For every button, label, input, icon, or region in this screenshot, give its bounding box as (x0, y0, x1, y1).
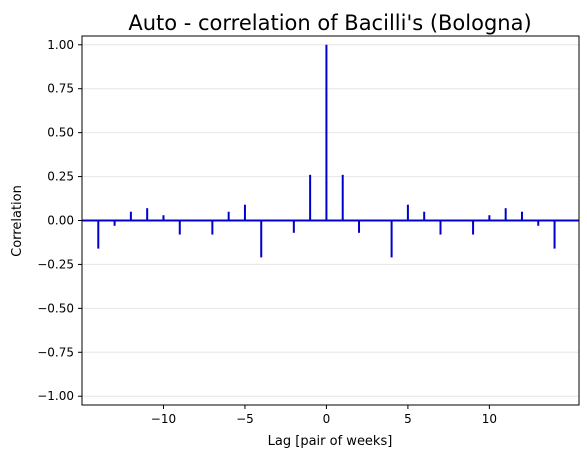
y-tick-label: −1.00 (37, 389, 74, 403)
y-axis-label: Correlation (10, 185, 25, 257)
y-tick-label: −0.75 (37, 345, 74, 359)
y-tick-label: 0.75 (47, 82, 74, 96)
x-tick-label: −5 (236, 412, 254, 426)
x-tick-label: −10 (151, 412, 176, 426)
x-tick-label: 10 (482, 412, 497, 426)
y-tick-label: 1.00 (47, 38, 74, 52)
y-tick-label: 0.50 (47, 126, 74, 140)
x-axis-label: Lag [pair of weeks] (268, 434, 393, 449)
y-tick-label: 0.00 (47, 214, 74, 228)
y-tick-label: −0.25 (37, 257, 74, 271)
x-tick-label: 5 (404, 412, 412, 426)
x-axis: −10 −5 0 5 10 (151, 405, 497, 426)
y-tick-label: −0.50 (37, 301, 74, 315)
chart-title: Auto - correlation of Bacilli's (Bologna… (128, 11, 531, 35)
y-tick-label: 0.25 (47, 170, 74, 184)
x-tick-label: 0 (323, 412, 331, 426)
stems-series (97, 44, 556, 258)
y-axis: −1.00 −0.75 −0.50 −0.25 0.00 0.25 0.50 0.75 1.00 (37, 38, 82, 403)
